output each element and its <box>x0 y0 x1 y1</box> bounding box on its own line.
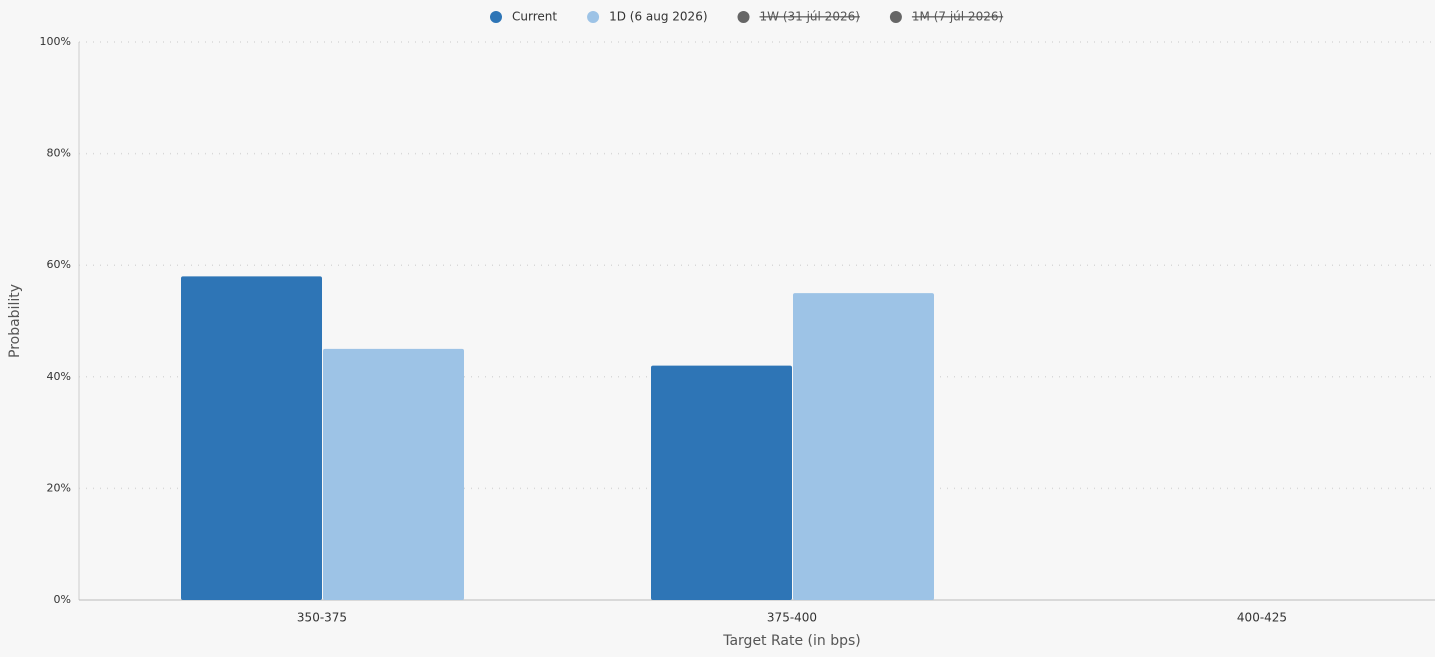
legend-marker[interactable] <box>889 11 902 23</box>
legend-label[interactable]: 1W (31 júl 2026) <box>760 10 860 24</box>
legend-label[interactable]: 1M (7 júl 2026) <box>912 10 1003 24</box>
bar <box>181 276 322 600</box>
bar <box>323 348 464 600</box>
legend-marker[interactable] <box>490 11 502 23</box>
legend-marker[interactable] <box>587 11 600 23</box>
bar <box>651 365 792 600</box>
x-axis-title: Target Rate (in bps) <box>722 633 861 649</box>
legend-marker[interactable] <box>737 11 750 23</box>
y-tick-label: 40% <box>47 370 71 383</box>
y-tick-label: 0% <box>54 593 71 606</box>
y-axis-title: Probability <box>7 284 23 358</box>
x-tick-label: 375-400 <box>767 611 817 625</box>
y-tick-label: 60% <box>47 258 71 271</box>
bar <box>793 293 934 600</box>
legend-label[interactable]: 1D (6 aug 2026) <box>609 10 707 24</box>
x-tick-label: 350-375 <box>297 611 347 625</box>
x-tick-label: 400-425 <box>1237 611 1287 625</box>
legend-label[interactable]: Current <box>512 10 557 24</box>
y-tick-label: 100% <box>40 35 71 48</box>
y-tick-label: 20% <box>47 481 71 494</box>
y-tick-label: 80% <box>47 147 71 160</box>
